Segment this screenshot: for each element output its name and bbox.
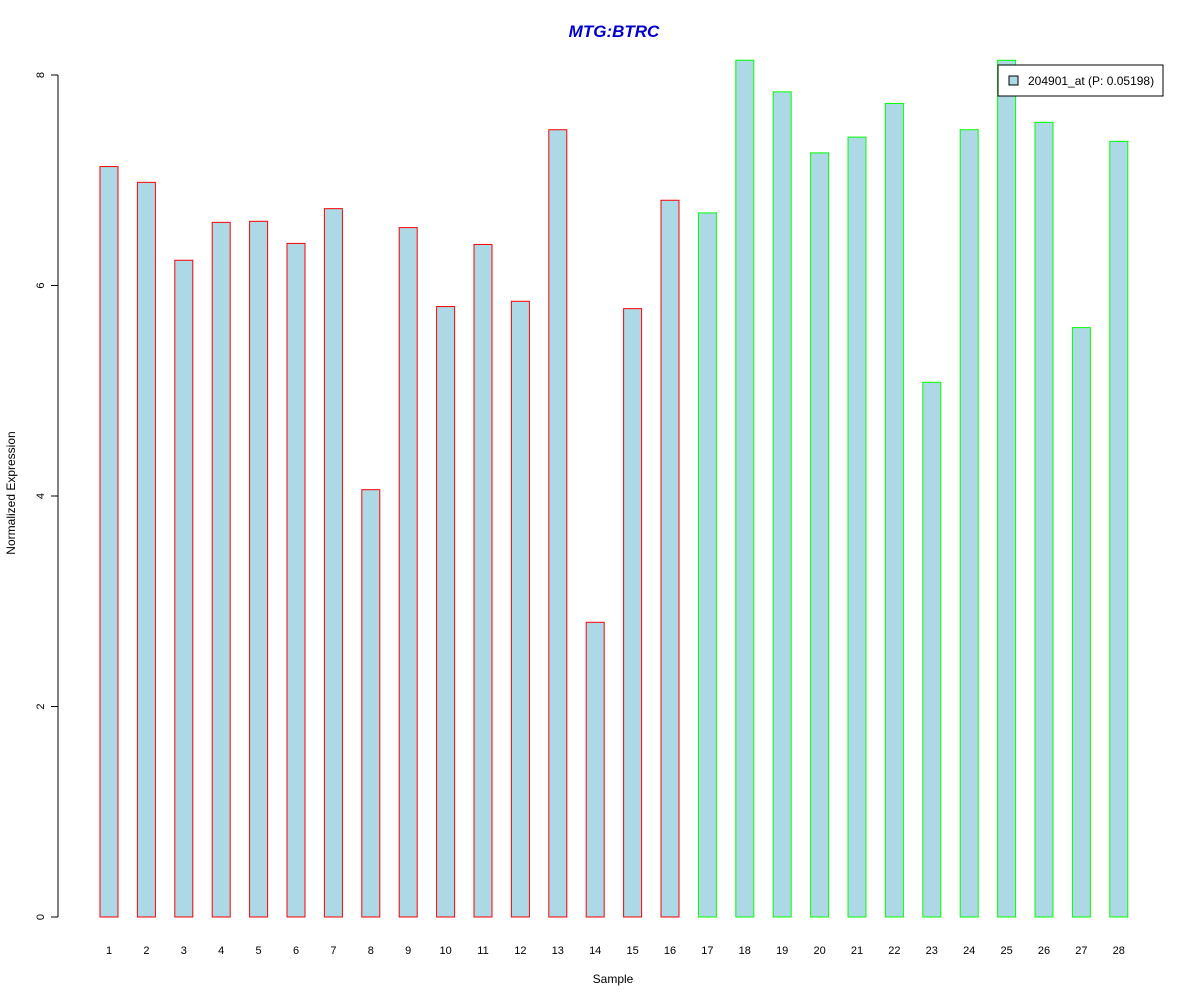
bar-sample-24 <box>959 129 979 918</box>
bar-sample-1 <box>99 166 119 918</box>
bar-sample-17 <box>697 212 717 918</box>
y-axis: 0 2 4 6 8 <box>35 72 59 920</box>
x-tick-label: 7 <box>330 945 336 957</box>
x-tick-label: 1 <box>106 945 112 957</box>
x-tick-label: 13 <box>552 945 564 957</box>
bar-sample-19 <box>772 91 792 918</box>
bar-sample-8 <box>361 489 381 918</box>
x-tick-label: 28 <box>1113 945 1125 957</box>
x-tick-label: 15 <box>626 945 638 957</box>
x-tick-label: 6 <box>293 945 299 957</box>
legend-swatch <box>1008 75 1019 86</box>
x-tick-label: 10 <box>439 945 451 957</box>
y-tick-label: 6 <box>35 282 47 288</box>
chart-title: MTG:BTRC <box>569 22 660 41</box>
bar-sample-27 <box>1071 327 1091 918</box>
x-tick-label: 21 <box>851 945 863 957</box>
bar-sample-2 <box>136 181 156 918</box>
bar-sample-28 <box>1109 140 1129 918</box>
y-axis-label: Normalized Expression <box>4 431 18 554</box>
bar-sample-23 <box>922 381 942 918</box>
y-tick-label: 2 <box>35 703 47 709</box>
bar-sample-10 <box>436 306 456 918</box>
y-tick-label: 4 <box>35 493 47 499</box>
x-tick-label: 8 <box>368 945 374 957</box>
y-tick-label: 8 <box>35 72 47 78</box>
bar-sample-14 <box>585 621 605 918</box>
bar-sample-25 <box>997 59 1017 918</box>
x-tick-label: 22 <box>888 945 900 957</box>
bar-sample-18 <box>735 59 755 918</box>
x-tick-label: 27 <box>1075 945 1087 957</box>
legend-box <box>997 64 1164 97</box>
x-tick-label: 19 <box>776 945 788 957</box>
x-tick-label: 3 <box>181 945 187 957</box>
x-axis-label: Sample <box>593 972 634 986</box>
bar-sample-20 <box>810 152 830 918</box>
bar-sample-12 <box>510 300 530 918</box>
bar-sample-13 <box>548 129 568 918</box>
x-tick-label: 18 <box>739 945 751 957</box>
bar-sample-22 <box>884 102 904 918</box>
bar-sample-26 <box>1034 121 1054 918</box>
x-tick-label: 25 <box>1000 945 1012 957</box>
x-tick-label: 17 <box>701 945 713 957</box>
x-tick-label: 26 <box>1038 945 1050 957</box>
x-tick-label: 5 <box>256 945 262 957</box>
x-tick-label: 2 <box>143 945 149 957</box>
x-tick-label: 23 <box>926 945 938 957</box>
bar-sample-6 <box>286 242 306 918</box>
x-tick-label: 24 <box>963 945 975 957</box>
x-tick-label: 4 <box>218 945 224 957</box>
x-tick-label: 9 <box>405 945 411 957</box>
bar-sample-15 <box>623 308 643 918</box>
x-tick-label: 11 <box>477 945 488 957</box>
bar-sample-7 <box>323 208 343 918</box>
bar-sample-3 <box>174 259 194 918</box>
bar-sample-9 <box>398 227 418 918</box>
x-tick-label: 12 <box>514 945 526 957</box>
bars <box>99 59 1129 918</box>
bar-sample-16 <box>660 199 680 918</box>
bar-sample-11 <box>473 243 493 918</box>
x-tick-labels: 1 2 3 4 5 6 7 8 9 10 11 12 13 14 15 16 17 18 19 20 21 22 23 24 2… <box>106 945 1125 957</box>
x-tick-label: 16 <box>664 945 676 957</box>
x-tick-label: 20 <box>813 945 825 957</box>
y-tick-label: 0 <box>35 914 47 920</box>
legend-entry-label: 204901_at (P: 0.05198) <box>1028 74 1154 88</box>
bar-sample-21 <box>847 136 867 918</box>
bar-sample-5 <box>249 220 269 918</box>
x-tick-label: 14 <box>589 945 601 957</box>
legend: 204901_at (P: 0.05198) <box>997 64 1164 97</box>
bar-sample-4 <box>211 221 231 918</box>
